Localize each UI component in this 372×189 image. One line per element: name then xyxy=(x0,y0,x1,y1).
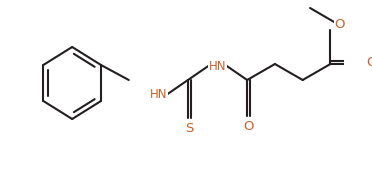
Text: S: S xyxy=(185,122,193,135)
Text: O: O xyxy=(366,57,372,70)
Text: HN: HN xyxy=(150,88,167,101)
Text: O: O xyxy=(334,19,345,32)
Text: O: O xyxy=(243,119,253,132)
Text: HN: HN xyxy=(209,60,226,73)
